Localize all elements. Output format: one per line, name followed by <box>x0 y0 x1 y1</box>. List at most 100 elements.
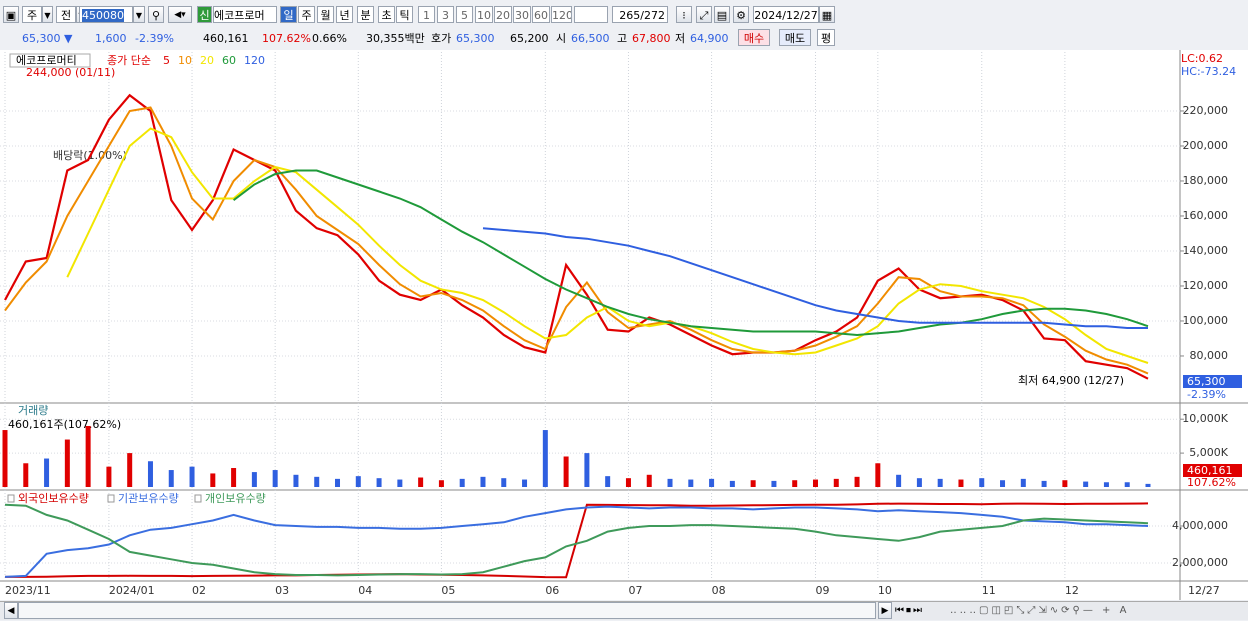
y-tick-label: 10,000K <box>1182 412 1228 425</box>
high-annotation: 244,000 (01/11) <box>26 66 115 79</box>
volume-bar <box>522 479 528 487</box>
volume-bar <box>438 480 444 487</box>
legend-entry: 120 <box>244 54 265 67</box>
sound-button[interactable]: ◀▾ <box>168 6 192 23</box>
x-tick-label: 04 <box>358 584 372 597</box>
series-line <box>5 502 1149 579</box>
y-tick-label: 4,000,000 <box>1172 519 1228 532</box>
high-label: 고 <box>617 32 628 45</box>
zoom-buttons[interactable]: ⏮⏹⏭ <box>895 605 924 616</box>
settings-button[interactable]: ⚙ <box>733 6 749 23</box>
legend-entry: 5 <box>163 54 170 67</box>
legend-entry: 개인보유수량 <box>205 492 266 505</box>
volume-bar <box>2 430 8 487</box>
x-tick-label: 08 <box>712 584 726 597</box>
period-button[interactable]: 일 <box>280 6 297 23</box>
period-button[interactable]: 년 <box>336 6 353 23</box>
count-input[interactable]: 265/272 <box>612 6 668 23</box>
x-tick-label: 10 <box>878 584 892 597</box>
title-box <box>9 53 91 68</box>
scroll-right[interactable]: ▶ <box>878 602 892 619</box>
tool-button[interactable]: ⤢ <box>696 6 712 23</box>
volume-bar <box>979 478 985 487</box>
scroll-left[interactable]: ◀ <box>4 602 18 619</box>
dropdown[interactable]: ▼ <box>133 6 145 23</box>
calendar-button[interactable]: ▦ <box>819 6 835 23</box>
volume: 460,161 <box>203 32 249 45</box>
volume-bar <box>459 478 465 487</box>
sell-button[interactable]: 매도 <box>779 29 811 46</box>
legend-entry: 기관보유수량 <box>118 492 179 505</box>
tool-icons[interactable]: ‥‥‥▢◫◰⤡⤢⇲∿⟳⚲— + A <box>950 605 1130 616</box>
volume-bar <box>584 453 590 487</box>
scroll-track[interactable] <box>18 602 876 619</box>
interval-button[interactable]: 3 <box>437 6 454 23</box>
high: 67,800 <box>632 32 671 45</box>
interval-button[interactable]: 5 <box>456 6 473 23</box>
volume-bar <box>812 479 818 487</box>
low-label: 저 <box>675 32 686 45</box>
volume-bar <box>1103 482 1109 487</box>
change: 1,600 <box>95 32 127 45</box>
period-button[interactable]: 월 <box>317 6 334 23</box>
code-input[interactable]: 450080 <box>79 6 133 23</box>
save-button[interactable]: ▤ <box>714 6 730 23</box>
volume-bar <box>688 479 694 487</box>
volume-bar <box>1083 481 1089 487</box>
volume-bar <box>355 476 361 487</box>
period-button[interactable]: 초 <box>378 6 395 23</box>
period-button[interactable]: 주 <box>298 6 315 23</box>
buy-button[interactable]: 매수 <box>738 29 770 46</box>
volume-bar <box>709 478 715 487</box>
price: 65,300 ▼ <box>22 32 73 45</box>
volume-bar <box>147 461 153 487</box>
interval-button[interactable]: 120 <box>551 6 572 23</box>
volume-bar <box>958 479 964 487</box>
tool-button[interactable]: ⁝ <box>676 6 692 23</box>
avg-button[interactable]: 평 <box>817 29 835 46</box>
volume-bar <box>563 456 569 487</box>
volume-ratio: 107.62% <box>262 32 311 45</box>
interval-button[interactable]: 10 <box>475 6 493 23</box>
interval-button[interactable]: 20 <box>494 6 512 23</box>
volume-bar <box>64 439 70 487</box>
x-tick-label: 2023/11 <box>5 584 51 597</box>
date-input[interactable]: 2024/12/27 <box>753 6 819 23</box>
volume-bar <box>1145 483 1151 487</box>
period-unit[interactable]: 주 <box>22 6 42 23</box>
x-tick-label: 03 <box>275 584 289 597</box>
low-annotation: 최저 64,900 (12/27) <box>1018 374 1124 387</box>
x-tick-label: 12 <box>1065 584 1079 597</box>
interval-button[interactable]: 30 <box>513 6 531 23</box>
search-button[interactable]: ⚲ <box>148 6 164 23</box>
y-tick-label: 120,000 <box>1183 279 1229 292</box>
volume-bar <box>854 476 860 487</box>
menu-button[interactable]: ▣ <box>3 6 19 23</box>
y-tick-label: 100,000 <box>1183 314 1229 327</box>
mode[interactable]: 전 <box>56 6 76 23</box>
interval-button[interactable]: 1 <box>418 6 435 23</box>
volume-bar <box>501 478 507 487</box>
volume-bar <box>85 425 91 487</box>
volume-bar <box>750 480 756 487</box>
x-tick-label: 05 <box>441 584 455 597</box>
last-volume-ratio: 107.62% <box>1187 476 1236 489</box>
ask-label: 호가 <box>431 32 452 45</box>
period-button[interactable]: 틱 <box>396 6 413 23</box>
volume-bar <box>1000 480 1006 487</box>
volume-bar <box>916 478 922 487</box>
volume-bar <box>875 463 881 487</box>
blank-select[interactable] <box>574 6 608 23</box>
volume-bar <box>189 466 195 487</box>
stock-name: 에코프로머 <box>213 6 277 23</box>
volume-bar <box>293 474 299 487</box>
legend-marker <box>7 494 15 503</box>
volume-bar <box>272 470 278 487</box>
period-button[interactable]: 분 <box>357 6 374 23</box>
dropdown[interactable]: ▼ <box>42 6 53 23</box>
interval-button[interactable]: 60 <box>532 6 550 23</box>
legend-entry: 20 <box>200 54 214 67</box>
count: 265 <box>619 9 641 22</box>
badge: 신 <box>197 6 212 23</box>
bid: 65,200 <box>510 32 549 45</box>
